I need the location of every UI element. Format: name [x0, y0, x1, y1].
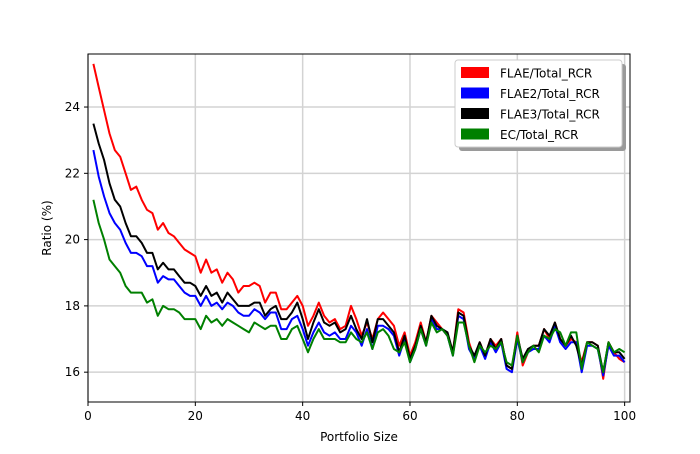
y-axis-label: Ratio (%) — [40, 200, 54, 255]
legend: FLAE/Total_RCR FLAE2/Total_RCR FLAE3/Total… — [454, 59, 626, 151]
series-line-ec-total-rcr — [92, 199, 626, 374]
x-tick-label: 40 — [295, 409, 310, 423]
y-tick-label: 24 — [65, 100, 80, 114]
legend-box — [454, 59, 623, 148]
series-lines — [92, 63, 626, 380]
plot-frame — [87, 53, 631, 403]
x-tick-label: 80 — [510, 409, 525, 423]
legend-swatch — [461, 128, 489, 140]
legend-label: FLAE/Total_RCR — [500, 67, 592, 81]
y-tick-label: 16 — [65, 365, 80, 379]
legend-label: FLAE2/Total_RCR — [500, 87, 600, 101]
legend-label: FLAE3/Total_RCR — [500, 108, 600, 122]
legend-swatch — [461, 108, 489, 119]
y-tick-label: 20 — [65, 233, 80, 247]
axis-ticks: 0 20 40 60 80 100 16 18 20 22 24 — [65, 100, 636, 423]
x-tick-label: 20 — [188, 409, 203, 423]
x-axis-label: Portfolio Size — [320, 430, 398, 444]
legend-swatch — [461, 87, 489, 99]
y-tick-label: 22 — [65, 166, 80, 180]
y-tick-label: 18 — [65, 299, 80, 313]
x-tick-label: 100 — [613, 409, 636, 423]
legend-items: FLAE/Total_RCR FLAE2/Total_RCR FLAE3/Total… — [461, 67, 600, 142]
x-tick-label: 0 — [84, 409, 92, 423]
legend-swatch — [461, 67, 489, 78]
legend-label: EC/Total_RCR — [500, 128, 579, 142]
series-line-flae3-total-rcr — [92, 123, 626, 374]
x-tick-label: 60 — [402, 409, 417, 423]
